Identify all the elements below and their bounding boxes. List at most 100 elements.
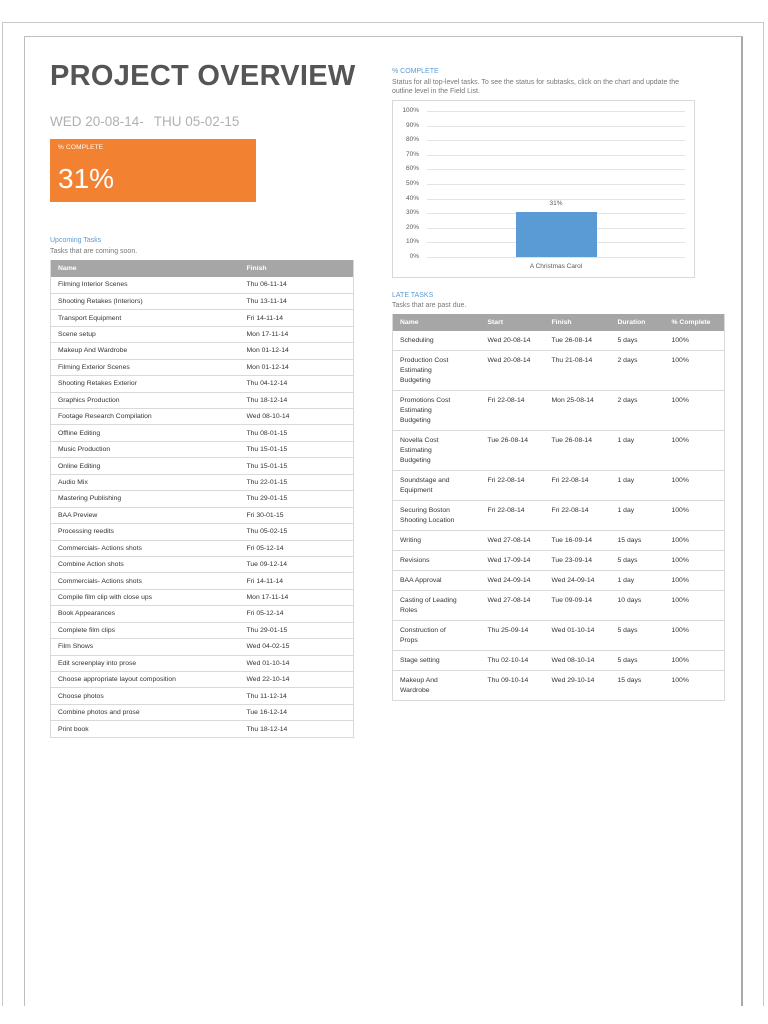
task-finish: Thu 21-08-14 (544, 350, 611, 391)
y-axis-tick-label: 20% (405, 223, 419, 231)
task-finish: Thu 29-01-15 (239, 490, 354, 508)
gridline (427, 125, 685, 127)
task-start: Thu 25-09-14 (480, 620, 545, 651)
date-start: WED 20-08-14- (50, 114, 144, 129)
table-row[interactable]: Writing Wed 27-08-14 Tue 16-09-14 15 days 10… (392, 530, 725, 551)
task-finish: Fri 05-12-14 (239, 605, 354, 623)
task-name: Book Appearances (50, 605, 240, 623)
table-row[interactable]: Transport Equipment Fri 14-11-14 (50, 309, 354, 327)
table-row[interactable]: Combine photos and prose Tue 16-12-14 (50, 704, 354, 722)
task-finish: Wed 04-02-15 (239, 638, 354, 656)
table-row[interactable]: Scene setup Mon 17-11-14 (50, 326, 354, 344)
task-name: Novella Cost Estimating Budgeting (392, 430, 481, 471)
table-row[interactable]: Makeup And Wardrobe Mon 01-12-14 (50, 342, 354, 360)
table-row[interactable]: Casting of Leading Roles Wed 27-08-14 Tue 0… (392, 590, 725, 621)
table-row[interactable]: Choose photos Thu 11-12-14 (50, 687, 354, 705)
task-finish: Wed 08-10-14 (239, 408, 354, 426)
table-row[interactable]: BAA Preview Fri 30-01-15 (50, 507, 354, 525)
task-finish: Thu 08-01-15 (239, 424, 354, 442)
document-outer-frame (2, 22, 764, 1006)
table-row[interactable]: Online Editing Thu 15-01-15 (50, 457, 354, 475)
table-row[interactable]: Shooting Retakes (Interiors) Thu 13-11-14 (50, 293, 354, 311)
table-row[interactable]: Securing Boston Shooting Location Fri 22-0… (392, 500, 725, 531)
table-row[interactable]: Music Production Thu 15-01-15 (50, 441, 354, 459)
table-row[interactable]: Book Appearances Fri 05-12-14 (50, 605, 354, 623)
task-duration: 5 days (610, 620, 665, 651)
task-percent-complete: 100% (664, 331, 725, 351)
table-row[interactable]: Combine Action shots Tue 09-12-14 (50, 556, 354, 574)
table-row[interactable]: Graphics Production Thu 18-12-14 (50, 392, 354, 410)
table-row[interactable]: Makeup And Wardrobe Thu 09-10-14 Wed 29-10-… (392, 670, 725, 701)
task-percent-complete: 100% (664, 590, 725, 621)
task-duration: 5 days (610, 650, 665, 671)
y-axis-tick-label: 40% (405, 194, 419, 202)
table-row[interactable]: Stage setting Thu 02-10-14 Wed 08-10-14 5 d… (392, 650, 725, 671)
task-start: Wed 20-08-14 (480, 350, 545, 391)
column-header-name: Name (50, 260, 240, 277)
table-row[interactable]: Commercials- Actions shots Fri 14-11-14 (50, 572, 354, 590)
task-start: Wed 27-08-14 (480, 590, 545, 621)
table-row[interactable]: BAA Approval Wed 24-09-14 Wed 24-09-14 1 da… (392, 570, 725, 591)
task-name: Makeup And Wardrobe (50, 342, 240, 360)
task-finish: Tue 26-08-14 (544, 430, 611, 471)
table-row[interactable]: Commercials- Actions shots Fri 05-12-14 (50, 540, 354, 557)
task-duration: 2 days (610, 390, 665, 431)
upcoming-tasks-body: Filming Interior Scenes Thu 06-11-14 Shoot… (50, 277, 354, 738)
upcoming-tasks-table: Name Finish Filming Interior Scenes Thu 0… (50, 260, 354, 738)
table-row[interactable]: Shooting Retakes Exterior Thu 04-12-14 (50, 375, 354, 393)
column-header-name: Name (392, 314, 481, 331)
task-duration: 15 days (610, 530, 665, 551)
table-row[interactable]: Compile film clip with close ups Mon 17-1… (50, 589, 354, 607)
task-start: Wed 27-08-14 (480, 530, 545, 551)
task-name: Choose photos (50, 687, 240, 705)
task-finish: Thu 15-01-15 (239, 441, 354, 459)
table-row[interactable]: Revisions Wed 17-09-14 Tue 23-09-14 5 days 1… (392, 550, 725, 571)
task-finish: Wed 22-10-14 (239, 671, 354, 689)
task-percent-complete: 100% (664, 470, 725, 501)
table-row[interactable]: Film Shows Wed 04-02-15 (50, 638, 354, 656)
table-row[interactable]: Soundstage and Equipment Fri 22-08-14 Fri 2… (392, 470, 725, 501)
table-row[interactable]: Novella Cost Estimating Budgeting Tue 26-08… (392, 430, 725, 471)
table-row[interactable]: Audio Mix Thu 22-01-15 (50, 474, 354, 492)
task-name: Filming Interior Scenes (50, 277, 240, 294)
table-row[interactable]: Mastering Publishing Thu 29-01-15 (50, 490, 354, 508)
task-finish: Fri 14-11-14 (239, 572, 354, 590)
bar-data-label: 31% (549, 199, 563, 207)
late-tasks-table: Name Start Finish Duration % Complete Sc… (392, 314, 725, 701)
table-row[interactable]: Print book Thu 18-12-14 (50, 720, 354, 738)
upcoming-tasks-subheading: Tasks that are coming soon. (50, 248, 138, 255)
table-row[interactable]: Complete film clips Thu 29-01-15 (50, 622, 354, 640)
table-row[interactable]: Production Cost Estimating Budgeting Wed 20… (392, 350, 725, 391)
bar[interactable] (515, 211, 597, 257)
gridline (427, 169, 685, 171)
task-finish: Fri 30-01-15 (239, 507, 354, 525)
table-row[interactable]: Filming Interior Scenes Thu 06-11-14 (50, 277, 354, 294)
table-row[interactable]: Edit screenplay into prose Wed 01-10-14 (50, 655, 354, 673)
task-name: Edit screenplay into prose (50, 655, 240, 673)
percent-complete-chart[interactable]: 100% 90% 80% 70% 60% 50% 40% 30% 20% 10% 0% 31% A Ch… (392, 100, 695, 278)
table-row[interactable]: Construction of Props Thu 25-09-14 Wed 01-1… (392, 620, 725, 651)
task-finish: Tue 16-12-14 (239, 704, 354, 722)
task-name: Complete film clips (50, 622, 240, 640)
task-duration: 1 day (610, 570, 665, 591)
late-tasks-subheading: Tasks that are past due. (392, 302, 467, 309)
task-finish: Tue 09-12-14 (239, 556, 354, 574)
task-finish: Tue 23-09-14 (544, 550, 611, 571)
table-row[interactable]: Promotions Cost Estimating Budgeting Fri 22… (392, 390, 725, 431)
page-title: PROJECT OVERVIEW (50, 60, 356, 92)
task-finish: Fri 22-08-14 (544, 500, 611, 531)
task-name: Production Cost Estimating Budgeting (392, 350, 481, 391)
table-row[interactable]: Filming Exterior Scenes Mon 01-12-14 (50, 359, 354, 377)
y-axis-tick-label: 30% (405, 209, 419, 217)
table-row[interactable]: Processing reedits Thu 05-02-15 (50, 523, 354, 541)
task-name: Writing (392, 530, 481, 551)
task-name: Casting of Leading Roles (392, 590, 481, 621)
table-row[interactable]: Scheduling Wed 20-08-14 Tue 26-08-14 5 days… (392, 331, 725, 351)
table-row[interactable]: Footage Research Compilation Wed 08-10-14 (50, 408, 354, 426)
table-row[interactable]: Choose appropriate layout composition Wed… (50, 671, 354, 689)
task-finish: Thu 18-12-14 (239, 392, 354, 410)
table-row[interactable]: Offline Editing Thu 08-01-15 (50, 424, 354, 442)
task-finish: Mon 25-08-14 (544, 390, 611, 431)
column-header-start: Start (480, 314, 545, 331)
gridline (427, 111, 685, 112)
